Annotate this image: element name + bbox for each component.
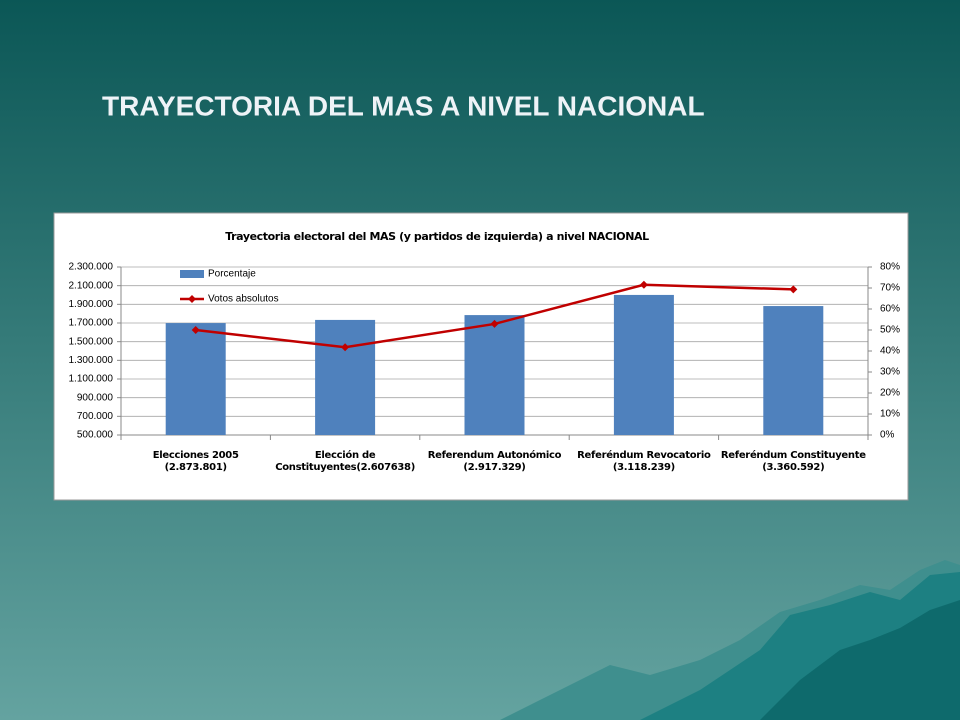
x-tick-label: Referendum Autonómico (2.917.329) (427, 450, 562, 473)
marker (191, 326, 200, 334)
y2-tick-label: 70% (880, 283, 900, 294)
marker (490, 319, 499, 328)
mountains (500, 560, 960, 720)
bar (613, 294, 674, 435)
y-tick-label: 2.300.000 (69, 262, 114, 273)
y-tick-label: 1.900.000 (69, 299, 114, 310)
legend-swatch (180, 270, 204, 278)
x-tick-label: Elecciones 2005 (2.873.801) (152, 450, 239, 473)
legend-label: Porcentaje (208, 269, 256, 280)
y-tick-label: 1.300.000 (69, 355, 114, 366)
y2-tick-label: 10% (880, 409, 900, 420)
x-tick-label: Referéndum Revocatorio (3.118.239) (577, 450, 711, 473)
y-tick-label: 500.000 (77, 430, 114, 441)
y-tick-label: 1.700.000 (69, 318, 114, 329)
marker (341, 343, 350, 352)
marker (639, 280, 648, 289)
y2-tick-label: 60% (880, 304, 900, 315)
bar (763, 306, 824, 435)
marker (789, 285, 798, 294)
y2-tick-label: 40% (880, 346, 900, 357)
chart-title: Trayectoria electoral del MAS (y partido… (225, 230, 649, 243)
legend-marker (188, 295, 196, 303)
y2-tick-label: 20% (880, 388, 900, 399)
y-tick-label: 1.100.000 (69, 374, 114, 385)
x-tick-label: Elección de Constituyentes(2.607638) (275, 450, 415, 473)
y2-tick-label: 80% (880, 262, 900, 273)
y-tick-label: 900.000 (77, 392, 114, 403)
y-tick-label: 700.000 (77, 411, 114, 422)
y2-tick-label: 30% (880, 367, 900, 378)
bar (165, 323, 226, 435)
y-tick-label: 1.500.000 (69, 336, 114, 347)
y2-tick-label: 0% (880, 430, 895, 441)
slide-title: TRAYECTORIA DEL MAS A NIVEL NACIONAL (102, 90, 705, 121)
bar (464, 315, 525, 435)
bar (315, 319, 376, 435)
y-tick-label: 2.100.000 (69, 280, 114, 291)
x-tick-label: Referéndum Constituyente (3.360.592) (720, 450, 866, 473)
legend-label: Votos absolutos (208, 294, 279, 305)
y2-tick-label: 50% (880, 325, 900, 336)
